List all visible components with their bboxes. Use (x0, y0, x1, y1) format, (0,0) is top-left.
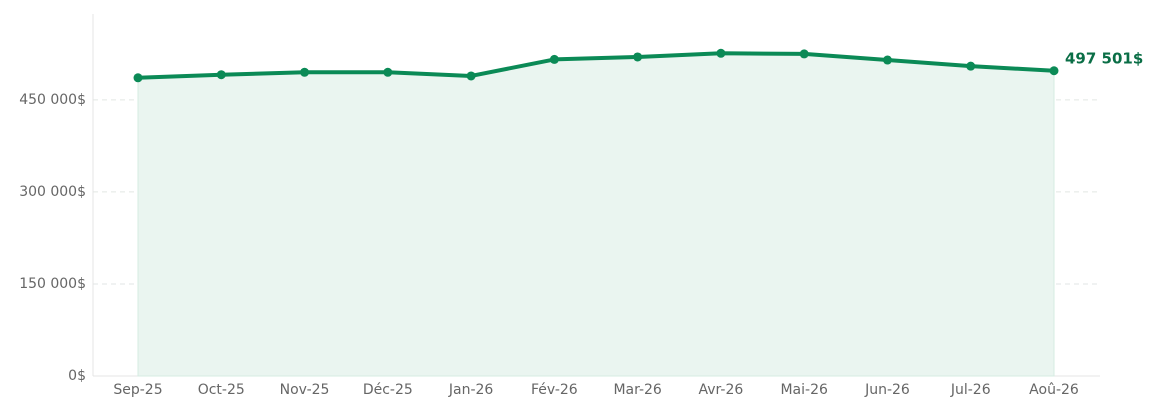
y-tick-label: 450 000$ (19, 92, 86, 108)
x-tick-label: Avr-26 (699, 382, 744, 398)
point (1049, 66, 1059, 76)
x-tick-label: Jun-26 (864, 382, 910, 398)
x-tick-label: Jan-26 (448, 382, 494, 398)
y-tick-label: 150 000$ (19, 276, 86, 292)
point (633, 52, 643, 62)
y-tick-label: 0$ (68, 368, 86, 384)
x-tick-label: Jul-26 (950, 382, 991, 398)
area (137, 52, 1055, 377)
x-tick-label: Déc-25 (363, 382, 413, 398)
point (133, 73, 143, 83)
x-tick-label: Oct-25 (198, 382, 245, 398)
point (549, 54, 559, 64)
x-tick-label: Nov-25 (280, 382, 330, 398)
point (799, 49, 809, 59)
point (882, 55, 892, 65)
x-tick-label: Aoû-26 (1029, 382, 1079, 398)
point (466, 71, 476, 81)
x-tick-label: Fév-26 (531, 382, 578, 398)
point (383, 67, 393, 77)
point (966, 61, 976, 71)
value-label: 497 501$ (1065, 49, 1143, 67)
x-tick-label: Mai-26 (780, 382, 828, 398)
point (716, 48, 726, 58)
y-tick-label: 300 000$ (19, 184, 86, 200)
point (216, 70, 226, 80)
point (300, 67, 310, 77)
line (137, 51, 1055, 80)
x-tick-label: Mar-26 (613, 382, 661, 398)
x-tick-label: Sep-25 (113, 382, 162, 398)
